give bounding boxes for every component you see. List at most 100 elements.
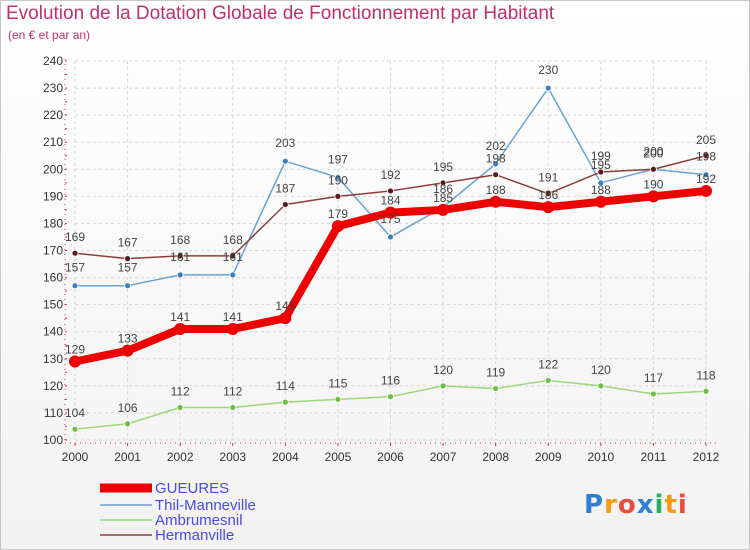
data-point <box>71 425 79 433</box>
data-label: 120 <box>433 363 453 377</box>
data-label: 186 <box>433 182 453 196</box>
data-label: 157 <box>65 261 85 275</box>
data-label: 198 <box>486 152 506 166</box>
y-tick-label: 170 <box>43 244 63 258</box>
data-label: 184 <box>380 194 400 208</box>
logo-letter: i <box>654 490 665 520</box>
data-point <box>281 201 289 208</box>
logo-letter: t <box>664 490 678 520</box>
data-point <box>439 382 447 390</box>
data-label: 133 <box>118 332 138 346</box>
x-tick-label: 2012 <box>693 450 720 464</box>
data-label: 119 <box>486 366 505 380</box>
y-tick-label: 160 <box>43 271 63 285</box>
legend-label: Thil-Manneville <box>155 497 256 514</box>
data-label: 116 <box>381 374 400 388</box>
data-label: 192 <box>696 172 716 186</box>
data-label: 104 <box>65 406 85 420</box>
data-point <box>124 420 131 428</box>
data-point <box>331 220 344 233</box>
data-point <box>334 395 342 403</box>
data-label: 129 <box>65 342 85 356</box>
data-label: 203 <box>275 136 295 150</box>
data-point <box>387 233 394 241</box>
data-label: 168 <box>170 233 190 247</box>
data-label: 185 <box>433 191 453 205</box>
data-point <box>492 171 500 179</box>
data-label: 202 <box>486 139 506 153</box>
y-tick-label: 200 <box>43 162 63 176</box>
data-label: 179 <box>328 207 348 221</box>
data-point <box>700 184 712 197</box>
data-label: 117 <box>644 371 663 385</box>
data-point <box>121 344 134 357</box>
data-label: 188 <box>486 183 506 197</box>
data-point <box>597 382 605 390</box>
x-tick-label: 2004 <box>272 450 299 464</box>
data-point <box>69 355 81 368</box>
y-tick-label: 150 <box>43 298 63 312</box>
y-tick-label: 220 <box>43 108 63 122</box>
data-point <box>229 404 237 411</box>
data-point <box>281 398 289 406</box>
data-point <box>492 160 500 168</box>
x-tick-label: 2003 <box>219 450 246 464</box>
data-label: 191 <box>538 171 558 185</box>
proxiti-logo: Proxiti <box>584 490 688 520</box>
y-tick-label: 210 <box>43 135 63 149</box>
y-tick-label: 120 <box>43 379 63 393</box>
data-point <box>542 201 555 214</box>
data-label: 145 <box>275 299 295 313</box>
data-point <box>544 190 552 198</box>
data-point <box>71 249 79 257</box>
data-label: 197 <box>328 152 348 166</box>
legend-label: GUEURES <box>155 480 229 497</box>
data-label: 205 <box>696 133 716 147</box>
data-point <box>226 323 239 336</box>
y-tick-label: 140 <box>43 325 63 339</box>
data-point <box>544 84 552 92</box>
data-point <box>594 195 607 208</box>
data-point <box>437 203 450 216</box>
data-point <box>71 282 79 290</box>
data-point <box>176 252 184 260</box>
data-label: 114 <box>276 379 295 393</box>
logo-letter: x <box>636 490 655 520</box>
data-point <box>174 323 187 336</box>
data-label: 168 <box>223 233 243 247</box>
x-tick-label: 2008 <box>482 450 509 464</box>
logo-letter: i <box>677 490 688 520</box>
data-point <box>544 377 552 384</box>
data-label: 192 <box>380 168 400 182</box>
data-point <box>124 282 131 290</box>
data-point <box>176 404 184 411</box>
data-point <box>597 179 605 187</box>
data-point <box>702 387 710 395</box>
legend-label: Hermanville <box>155 527 234 544</box>
data-label: 106 <box>118 401 138 415</box>
data-label: 187 <box>275 181 295 195</box>
data-label: 169 <box>65 230 85 244</box>
x-tick-label: 2007 <box>430 450 457 464</box>
data-label: 161 <box>170 250 190 264</box>
data-labels: 157 157 161 161 203 197 175 186 202 230 195 200 198 1… <box>65 63 716 420</box>
data-point <box>279 312 292 325</box>
y-tick-label: 180 <box>43 216 63 230</box>
logo-letter: o <box>617 490 637 520</box>
data-point <box>702 171 710 179</box>
x-tick-label: 2002 <box>167 450 194 464</box>
data-label: 186 <box>538 188 558 202</box>
data-point <box>281 157 289 165</box>
chart-subtitle: (en € et par an) <box>8 28 91 42</box>
data-label: 115 <box>328 376 347 390</box>
data-point <box>384 206 397 219</box>
x-tick-label: 2001 <box>114 450 141 464</box>
data-label: 190 <box>328 173 348 187</box>
data-point <box>334 192 342 200</box>
data-point <box>702 152 710 160</box>
x-tick-label: 2006 <box>377 450 404 464</box>
data-label: 198 <box>696 150 716 164</box>
data-label: 188 <box>591 183 611 197</box>
